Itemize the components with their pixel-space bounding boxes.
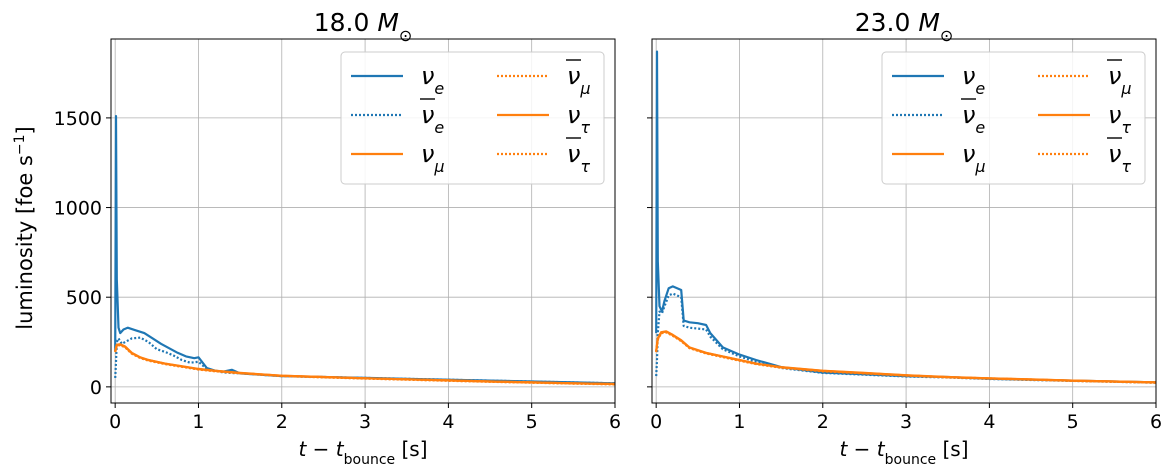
x-tick-label: 2 <box>276 411 288 433</box>
x-tick-label: 1 <box>192 411 204 433</box>
y-tick-label: 500 <box>66 287 102 309</box>
legend-box <box>340 51 605 185</box>
series-line-τ-bar <box>655 331 1156 384</box>
x-tick-label: 5 <box>526 411 538 433</box>
x-axis-label: t − tbounce [s] <box>298 437 427 468</box>
y-tick-label: 1000 <box>54 198 102 220</box>
x-tick-label: 6 <box>1150 411 1162 433</box>
x-tick-label: 1 <box>733 411 745 433</box>
x-axis-label: t − tbounce [s] <box>839 437 968 468</box>
chart-panel-right: 0 1 2 3 4 5 6 23.0 M⊙ t − tbounce [s] νeνeνμνμντν… <box>647 8 1162 468</box>
x-tick-label: 6 <box>609 411 621 433</box>
y-tick-label: 1500 <box>54 108 102 130</box>
legend-box <box>881 51 1146 185</box>
plot-frame <box>110 38 616 404</box>
x-tick-label: 4 <box>983 411 995 433</box>
chart-title: 23.0 M⊙ <box>855 8 954 45</box>
series-line-τ <box>114 343 615 386</box>
chart-title: 18.0 M⊙ <box>314 8 413 45</box>
x-tick-label: 0 <box>650 411 662 433</box>
x-tick-label: 5 <box>1067 411 1079 433</box>
x-tick-label: 4 <box>442 411 454 433</box>
x-tick-label: 2 <box>817 411 829 433</box>
y-axis-label: luminosity [foe s−1] <box>12 126 37 330</box>
plot-frame <box>651 38 1157 404</box>
series-line-e-bar <box>655 292 1156 384</box>
chart-panel-left: 0 1 2 3 4 5 6 0 500 1000 1500 18.0 M⊙ t − tbounce [s… <box>54 8 621 468</box>
x-tick-label: 0 <box>109 411 121 433</box>
y-tick-label: 0 <box>90 377 102 399</box>
x-tick-label: 3 <box>359 411 371 433</box>
x-tick-label: 3 <box>900 411 912 433</box>
